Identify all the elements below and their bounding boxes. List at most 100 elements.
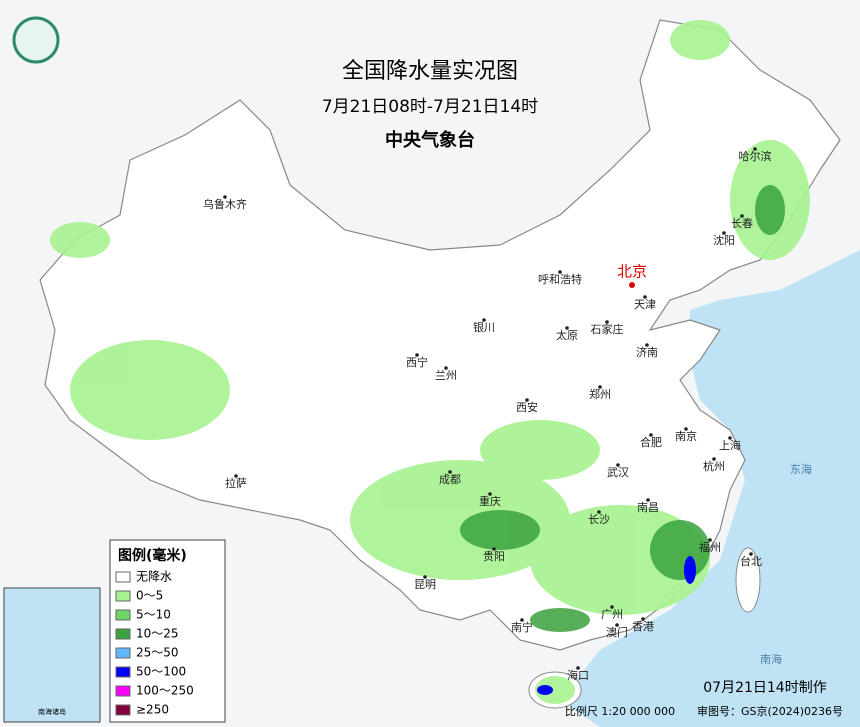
- city-marker: [448, 470, 452, 474]
- legend-label: 50～100: [136, 665, 186, 679]
- taiwan: [735, 547, 761, 613]
- city-label: 广州: [601, 608, 623, 621]
- city-marker: [749, 552, 753, 556]
- city-label: 郑州: [589, 387, 611, 401]
- city-label: 太原: [556, 329, 578, 342]
- city-marker: [520, 618, 524, 622]
- city-marker: [415, 353, 419, 357]
- capital-marker: [629, 282, 635, 288]
- city-marker: [616, 463, 620, 467]
- inset: [3, 587, 101, 723]
- china-outline: [39, 19, 841, 651]
- city-marker: [722, 231, 726, 235]
- city-label: 合肥: [640, 435, 662, 449]
- city-label: 南昌: [637, 501, 659, 514]
- city-marker: [615, 623, 619, 627]
- city-marker: [610, 605, 614, 609]
- city-label: 海口: [567, 668, 589, 682]
- city-label: 南宁: [511, 620, 533, 634]
- city-marker: [597, 510, 601, 514]
- legend-title: 图例(毫米): [118, 547, 187, 564]
- city-marker: [645, 343, 649, 347]
- city-marker: [684, 427, 688, 431]
- sea: [560, 250, 860, 727]
- capital-label: 北京: [617, 263, 647, 281]
- city-marker: [598, 385, 602, 389]
- legend-swatch: [115, 666, 131, 678]
- city-marker: [728, 436, 732, 440]
- legend-label: 无降水: [136, 570, 172, 584]
- city-marker: [712, 457, 716, 461]
- city-label: 贵阳: [483, 550, 505, 563]
- city-marker: [444, 366, 448, 370]
- city-label: 长春: [731, 217, 753, 230]
- city-marker: [565, 326, 569, 330]
- city-label: 福州: [699, 540, 721, 554]
- city-label: 杭州: [703, 459, 725, 473]
- legend-label: 25～50: [136, 646, 179, 660]
- sea-label: 东海: [790, 462, 812, 476]
- city-label: 南京: [675, 429, 697, 443]
- city-label: 重庆: [479, 494, 501, 508]
- sea-label: 南海: [760, 652, 782, 666]
- city-marker: [708, 538, 712, 542]
- city-marker: [223, 195, 227, 199]
- logo: [12, 16, 60, 64]
- legend-swatch: [115, 571, 131, 583]
- legend-swatch: [115, 685, 131, 697]
- city-marker: [492, 547, 496, 551]
- footer-scale: 比例尺 1:20 000 000: [565, 704, 675, 718]
- city-marker: [605, 320, 609, 324]
- city-label: 银川: [473, 320, 495, 334]
- city-marker: [643, 295, 647, 299]
- city-label: 呼和浩特: [538, 272, 582, 286]
- city-label: 沈阳: [713, 233, 735, 247]
- city-marker: [740, 214, 744, 218]
- city-marker: [423, 575, 427, 579]
- city-marker: [525, 398, 529, 402]
- city-marker: [753, 147, 757, 151]
- city-label: 澳门: [606, 625, 628, 639]
- legend-swatch: [115, 590, 131, 602]
- map-title: 全国降水量实况图: [342, 59, 518, 84]
- city-label: 上海: [719, 438, 741, 452]
- legend-label: 100～250: [136, 684, 194, 698]
- city-marker: [234, 474, 238, 478]
- city-marker: [558, 270, 562, 274]
- city-label: 成都: [439, 473, 461, 486]
- map-period: 7月21日08时-7月21日14时: [322, 97, 538, 117]
- rain-heavy: [537, 556, 696, 695]
- city-label: 拉萨: [225, 476, 247, 490]
- city-label: 天津: [634, 298, 656, 311]
- legend-swatch: [115, 609, 131, 621]
- city-label: 西安: [516, 400, 538, 414]
- city-marker: [576, 666, 580, 670]
- city-label: 香港: [632, 620, 654, 633]
- footer-approval: 审图号：GS京(2024)0236号: [697, 704, 843, 718]
- city-marker: [488, 492, 492, 496]
- legend-label: ≥250: [136, 703, 169, 717]
- city-label: 石家庄: [591, 322, 624, 336]
- city-label: 昆明: [414, 578, 436, 591]
- map-agency: 中央气象台: [385, 129, 475, 151]
- city-marker: [482, 318, 486, 322]
- legend-swatch: [115, 704, 131, 716]
- city-label: 武汉: [607, 466, 629, 479]
- legend-swatch: [115, 647, 131, 659]
- city-label: 济南: [636, 345, 658, 359]
- city-label: 哈尔滨: [739, 149, 772, 163]
- city-label: 乌鲁木齐: [203, 197, 247, 211]
- city-label: 长沙: [588, 513, 610, 526]
- city-marker: [649, 433, 653, 437]
- legend-label: 10～25: [136, 627, 179, 641]
- legend-label: 0～5: [136, 589, 163, 603]
- inset-title: 南海诸岛: [38, 707, 66, 716]
- city-label: 西宁: [406, 355, 428, 369]
- city-label: 台北: [740, 554, 762, 568]
- city-label: 兰州: [435, 369, 457, 382]
- city-marker: [641, 617, 645, 621]
- legend-label: 5～10: [136, 608, 171, 622]
- footer-made: 07月21日14时制作: [703, 680, 826, 696]
